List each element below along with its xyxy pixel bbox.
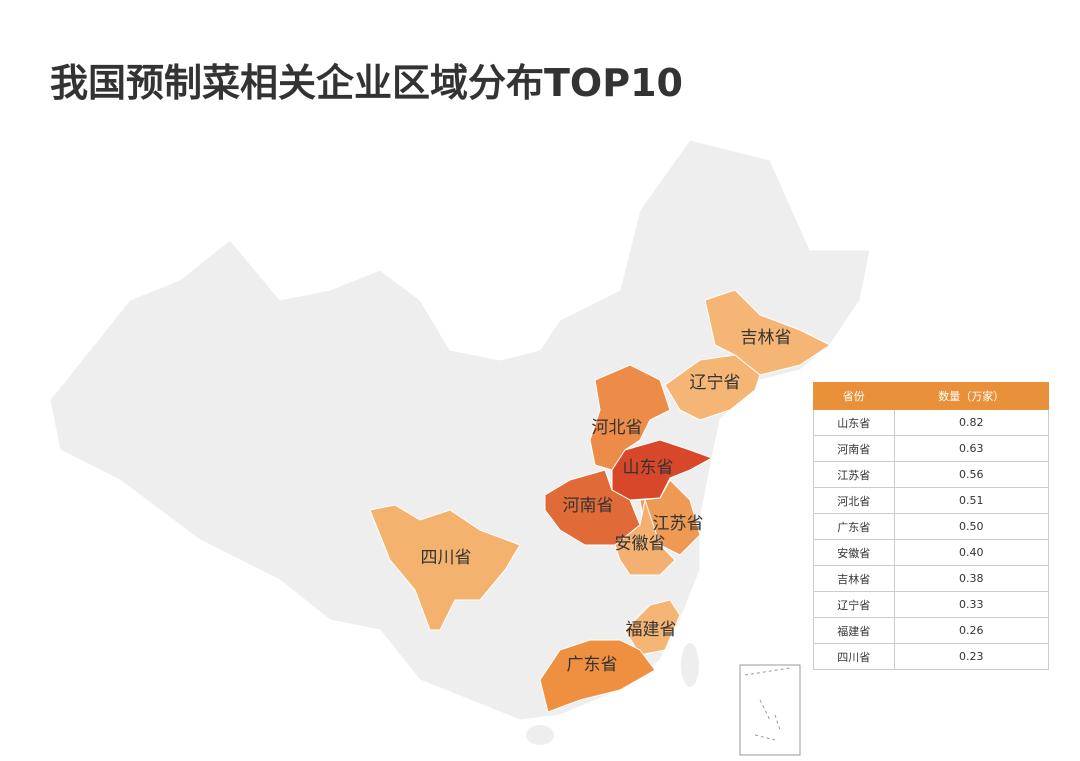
table-cell: 0.33 (893, 591, 1050, 618)
table-cell: 0.56 (893, 461, 1050, 488)
province-label: 安徽省 (615, 534, 666, 554)
table-cell: 0.51 (893, 487, 1050, 514)
table-row: 河北省 0.51 (813, 487, 1050, 514)
province (704, 289, 831, 376)
table-row: 江苏省 0.56 (813, 461, 1050, 488)
province (589, 364, 671, 471)
province (369, 504, 521, 631)
province-label: 福建省 (626, 620, 677, 640)
table-cell: 江苏省 (813, 461, 895, 488)
table-cell: 吉林省 (813, 565, 895, 592)
table-row: 广东省 0.50 (813, 513, 1050, 540)
table-cell: 辽宁省 (813, 591, 895, 618)
table-cell: 0.40 (893, 539, 1050, 566)
table-cell: 0.23 (893, 643, 1050, 670)
table-row: 福建省 0.26 (813, 617, 1050, 644)
province-label: 四川省 (421, 548, 472, 568)
table-cell: 0.38 (893, 565, 1050, 592)
table-cell: 四川省 (813, 643, 895, 670)
table-cell: 山东省 (813, 409, 895, 436)
province-label: 山东省 (623, 458, 674, 478)
table-header: 省份 (813, 382, 895, 410)
province-label: 吉林省 (741, 328, 792, 348)
province-label: 河北省 (592, 418, 643, 438)
data-table: 省份 数量（万家） 山东省 0.82 河南省 0.63 江苏省 0.56 河北省 0.51 广东省 0… (813, 382, 1050, 670)
table-row: 吉林省 0.38 (813, 565, 1050, 592)
title: 我国预制菜相关企业区域分布TOP10 (50, 61, 683, 105)
table-cell: 安徽省 (813, 539, 895, 566)
table-cell: 0.50 (893, 513, 1050, 540)
province (664, 354, 761, 421)
table-row: 河南省 0.63 (813, 435, 1050, 462)
province (614, 498, 676, 576)
table-cell: 0.82 (893, 409, 1050, 436)
hainan (526, 725, 554, 745)
table-cell: 河北省 (813, 487, 895, 514)
inset-box (739, 664, 801, 756)
china-outline (49, 139, 871, 721)
province-label: 河南省 (563, 496, 614, 516)
table-cell: 福建省 (813, 617, 895, 644)
province (539, 639, 656, 713)
table-row: 山东省 0.82 (813, 409, 1050, 436)
table-row: 四川省 0.23 (813, 643, 1050, 670)
province-label: 江苏省 (653, 514, 704, 534)
province-label: 广东省 (567, 655, 618, 675)
province-label: 辽宁省 (690, 373, 741, 393)
table-cell: 0.26 (893, 617, 1050, 644)
table-cell: 0.63 (893, 435, 1050, 462)
table-cell: 广东省 (813, 513, 895, 540)
table-header: 数量（万家） (893, 382, 1050, 410)
table-row: 安徽省 0.40 (813, 539, 1050, 566)
taiwan (681, 643, 699, 687)
table-cell: 河南省 (813, 435, 895, 462)
table-row: 辽宁省 0.33 (813, 591, 1050, 618)
